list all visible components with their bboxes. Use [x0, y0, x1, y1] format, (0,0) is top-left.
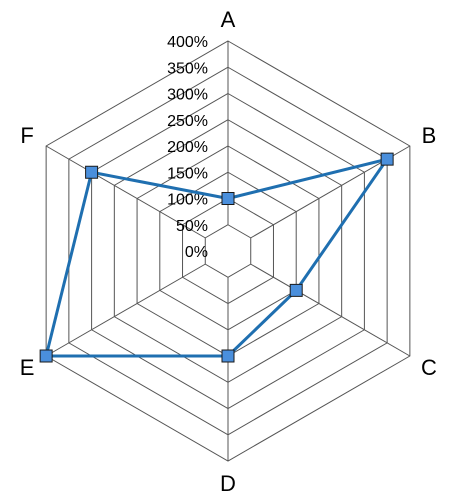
data-point-E [39, 349, 53, 363]
radar-spokes [45, 41, 411, 461]
tick-label: 150% [167, 165, 208, 182]
data-point-D [221, 349, 235, 363]
radial-tick-labels: 0% 50% 100% 150% 200% 250% 300% 350% 400% [167, 34, 208, 261]
series-layer [39, 152, 394, 363]
data-point-A [221, 192, 235, 205]
data-point-F [85, 165, 99, 179]
tick-label: 350% [167, 60, 208, 77]
spoke-C [250, 263, 411, 357]
axis-label-A: A [221, 7, 236, 32]
data-point-C [289, 283, 303, 297]
axis-label-C: C [421, 355, 437, 380]
axis-label-D: D [220, 471, 236, 496]
spoke-F [45, 145, 206, 239]
tick-label: 200% [167, 139, 208, 156]
tick-label: 50% [176, 218, 208, 235]
tick-label: 250% [167, 113, 208, 130]
spoke-E [45, 263, 206, 357]
data-point-B [380, 152, 394, 166]
axis-label-B: B [422, 123, 437, 148]
tick-label: 300% [167, 87, 208, 104]
axis-label-F: F [20, 123, 33, 148]
axis-labels: A B C D E F [20, 7, 437, 496]
tick-label: 0% [185, 244, 208, 261]
tick-label: 100% [167, 192, 208, 209]
grid-ring-50 [204, 224, 252, 278]
tick-label: 400% [167, 34, 208, 51]
axis-label-E: E [20, 355, 35, 380]
